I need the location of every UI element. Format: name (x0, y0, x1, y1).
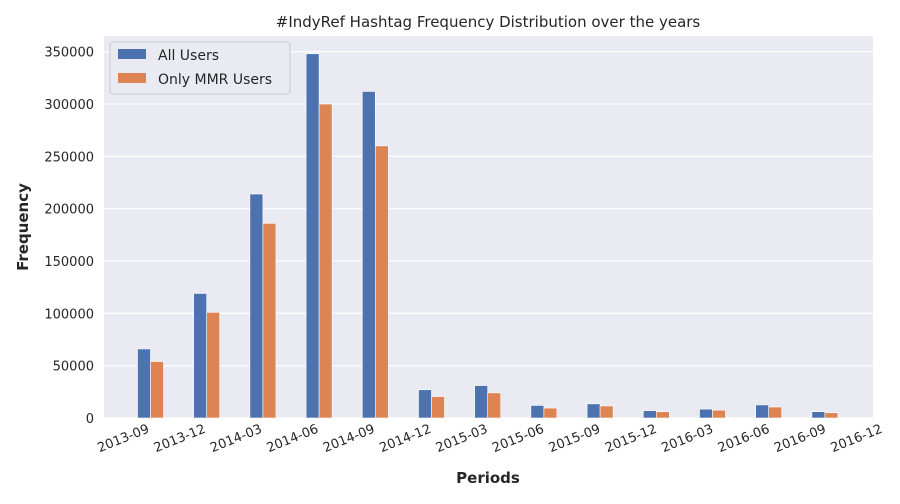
bar-all-users (586, 403, 601, 419)
x-tick-label: 2013-12 (152, 422, 208, 456)
x-axis-label: Periods (456, 469, 520, 487)
bar-only-mmr-users (374, 145, 389, 419)
bar-only-mmr-users (768, 406, 783, 419)
x-tick-label: 2014-03 (208, 422, 264, 456)
bars (137, 53, 839, 419)
legend-frame (109, 41, 291, 95)
y-tick-label: 350000 (44, 46, 94, 61)
y-tick-label: 300000 (44, 98, 94, 113)
bar-only-mmr-users (262, 223, 277, 419)
bar-all-users (530, 405, 545, 419)
x-tick-label: 2016-09 (772, 422, 828, 456)
bar-all-users (699, 408, 713, 419)
x-tick-label: 2013-09 (96, 422, 152, 456)
bar-all-users (474, 385, 489, 419)
legend: All Users Only MMR Users (109, 41, 291, 95)
y-tick-label: 200000 (44, 203, 94, 218)
bar-only-mmr-users (150, 361, 164, 419)
x-tick-label: 2014-06 (265, 422, 321, 456)
bar-all-users (418, 389, 432, 419)
x-tick-label: 2016-06 (716, 422, 772, 456)
bar-all-users (361, 91, 376, 419)
x-tick-label: 2014-09 (321, 422, 377, 456)
x-tick-label: 2016-03 (660, 422, 716, 456)
bar-all-users (193, 293, 207, 419)
bar-all-users (811, 411, 826, 419)
y-axis-label: Frequency (14, 183, 32, 271)
bar-only-mmr-users (599, 405, 614, 419)
bar-all-users (642, 410, 657, 419)
bar-only-mmr-users (543, 407, 558, 419)
bar-only-mmr-users (431, 396, 445, 419)
y-tick-label: 250000 (44, 150, 94, 165)
x-tick-label: 2015-09 (547, 422, 603, 456)
x-tick-label: 2014-12 (378, 422, 434, 456)
bar-only-mmr-users (318, 103, 333, 419)
bar-only-mmr-users (487, 392, 502, 419)
x-tick-labels: 2013-09 2013-12 2014-03 2014-06 2014-09 2014-… (96, 422, 885, 456)
plot-background (104, 36, 873, 418)
y-tick-label: 0 (86, 412, 94, 427)
y-tick-label: 150000 (44, 255, 94, 270)
bar-only-mmr-users (206, 311, 220, 419)
legend-label-only-mmr-users: Only MMR Users (158, 72, 272, 88)
bar-only-mmr-users (824, 412, 839, 419)
y-tick-label: 100000 (44, 307, 94, 322)
x-tick-label: 2015-06 (490, 422, 546, 456)
legend-swatch-all-users (118, 49, 146, 59)
bar-only-mmr-users (712, 409, 726, 419)
chart-title: #IndyRef Hashtag Frequency Distribution … (276, 13, 701, 31)
bar-all-users (305, 53, 320, 419)
legend-label-all-users: All Users (158, 48, 219, 64)
y-tick-label: 50000 (53, 360, 94, 375)
bar-only-mmr-users (655, 411, 670, 419)
x-tick-label: 2015-12 (603, 422, 659, 456)
legend-swatch-only-mmr-users (118, 73, 146, 83)
bar-all-users (249, 193, 264, 419)
bar-all-users (137, 348, 151, 419)
x-tick-label: 2016-12 (829, 422, 885, 456)
x-tick-label: 2015-03 (434, 422, 490, 456)
bar-all-users (755, 404, 770, 419)
y-tick-labels: 0 50000 100000 150000 200000 250000 300000 3500… (44, 46, 94, 427)
